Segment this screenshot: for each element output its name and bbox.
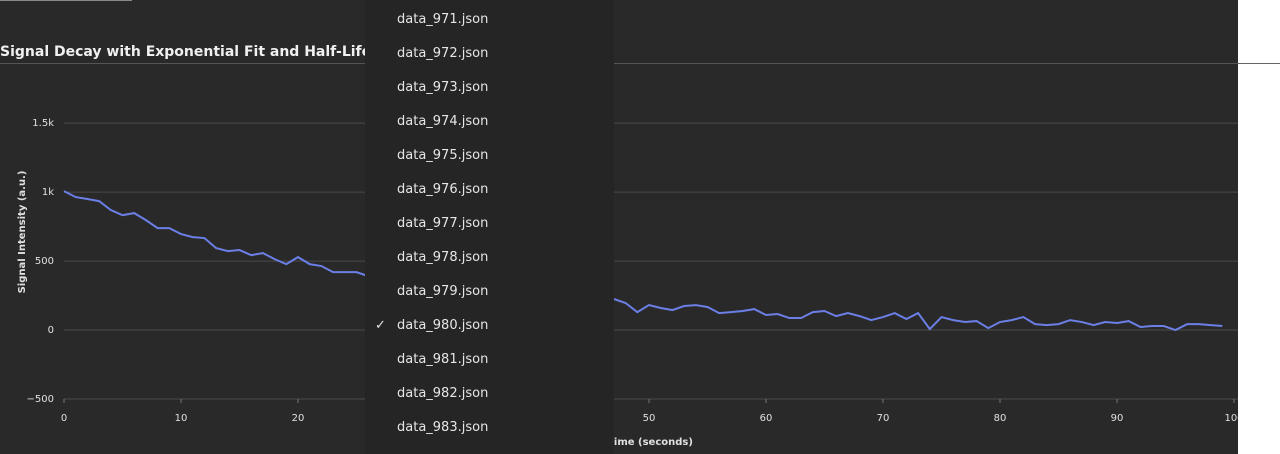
x-tick-label: 50: [643, 413, 656, 424]
item-label: data_983.json: [397, 420, 489, 435]
dropdown-item[interactable]: data_977.json: [365, 207, 614, 241]
item-label: data_975.json: [397, 148, 489, 163]
dropdown-item[interactable]: ✓ data_980.json: [365, 309, 614, 343]
dropdown-item[interactable]: data_971.json: [365, 3, 614, 37]
y-tick-label: 0: [48, 325, 54, 336]
y-tick-label: 1.5k: [32, 118, 54, 129]
x-tick-label: 0: [61, 413, 67, 424]
x-tick-label: 100: [1224, 413, 1238, 424]
dropdown-item[interactable]: data_975.json: [365, 139, 614, 173]
data-line: [63, 190, 1223, 332]
x-tick-label: 10: [175, 413, 188, 424]
item-label: data_982.json: [397, 386, 489, 401]
check-mark: ✓: [375, 318, 386, 333]
item-label: data_972.json: [397, 46, 489, 61]
item-label: data_980.json: [397, 318, 489, 333]
item-label: data_973.json: [397, 80, 489, 95]
dropdown-item[interactable]: data_981.json: [365, 343, 614, 377]
item-label: data_976.json: [397, 182, 489, 197]
x-axis-label: Time (seconds): [607, 437, 693, 448]
y-tick-label: −500: [27, 394, 54, 405]
y-axis-label: Signal Intensity (a.u.): [17, 171, 28, 294]
item-label: data_974.json: [397, 114, 489, 129]
x-tick-label: 60: [760, 413, 773, 424]
x-tick-label: 90: [1111, 413, 1124, 424]
x-tick-label: 70: [877, 413, 890, 424]
dropdown-item[interactable]: data_982.json: [365, 377, 614, 411]
item-label: data_971.json: [397, 12, 489, 27]
item-label: data_977.json: [397, 216, 489, 231]
dropdown-item[interactable]: data_974.json: [365, 105, 614, 139]
item-label: data_981.json: [397, 352, 489, 367]
x-tick-label: 80: [994, 413, 1007, 424]
dropdown-item[interactable]: data_978.json: [365, 241, 614, 275]
dropdown-item[interactable]: data_973.json: [365, 71, 614, 105]
dropdown-item[interactable]: data_976.json: [365, 173, 614, 207]
dropdown-item[interactable]: data_983.json: [365, 411, 614, 445]
x-tick-label: 20: [292, 413, 305, 424]
header-divider: [1238, 63, 1280, 64]
y-tick-label: 500: [35, 256, 54, 267]
item-label: data_978.json: [397, 250, 489, 265]
y-tick-label: 1k: [42, 187, 54, 198]
item-label: data_979.json: [397, 284, 489, 299]
dropdown-item[interactable]: data_972.json: [365, 37, 614, 71]
chart: Signal Decay with Exponential Fit and Ha…: [0, 0, 1238, 454]
chart-title: Signal Decay with Exponential Fit and Ha…: [0, 44, 407, 60]
chart-background: [0, 0, 1238, 454]
dropdown-item[interactable]: data_979.json: [365, 275, 614, 309]
